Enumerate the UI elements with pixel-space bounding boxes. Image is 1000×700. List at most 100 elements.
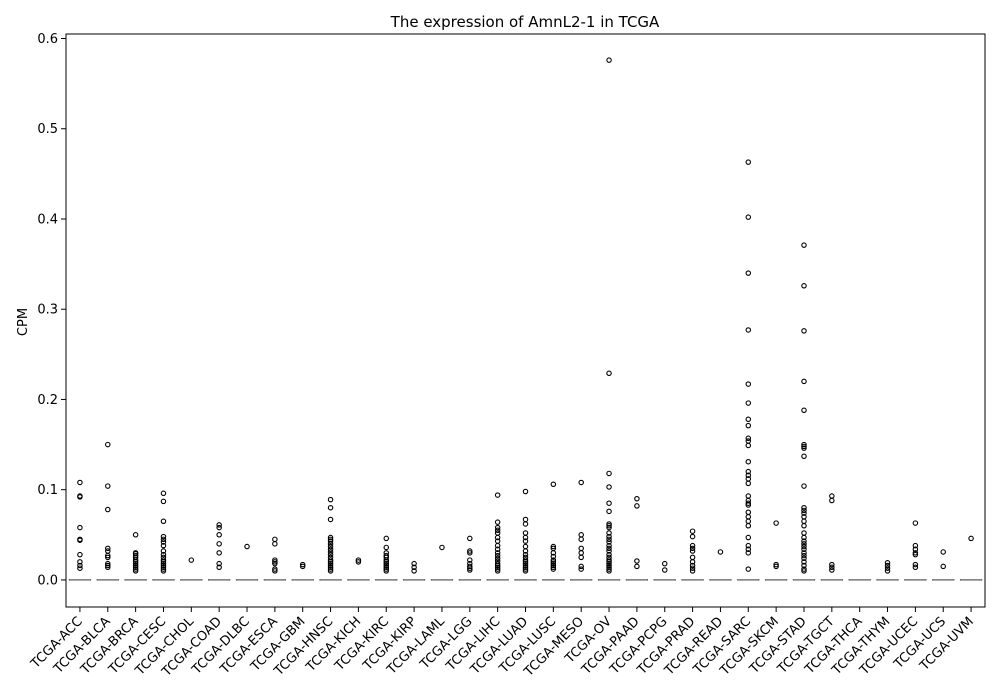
outlier-point: [160, 568, 167, 574]
outlier-point: [801, 407, 807, 414]
outlier-point: [606, 521, 612, 527]
outlier-point: [160, 539, 167, 545]
outlier-point: [661, 567, 668, 573]
outlier-point: [801, 378, 807, 385]
outlier-point: [383, 566, 390, 572]
outlier-point: [522, 538, 529, 544]
outlier-point: [745, 502, 752, 508]
outlier-point: [244, 543, 250, 550]
chart-title: The expression of AmnL2-1 in TCGA: [390, 13, 660, 31]
outlier-point: [689, 568, 696, 574]
outlier-point: [327, 516, 334, 523]
outlier-point: [77, 537, 83, 543]
outlier-point: [661, 560, 668, 567]
outlier-point: [801, 546, 807, 552]
outlier-point: [745, 214, 752, 220]
outlier-point: [606, 568, 612, 574]
outlier-point: [132, 564, 139, 571]
outlier-point: [160, 490, 167, 497]
outlier-point: [745, 159, 752, 165]
outlier-point: [160, 566, 167, 572]
outlier-point: [606, 470, 612, 477]
outlier-point: [132, 568, 139, 574]
outlier-point: [299, 561, 306, 568]
outlier-point: [299, 563, 306, 570]
y-tick-label: 0.5: [37, 122, 58, 137]
outlier-point: [383, 560, 390, 567]
outlier-point: [327, 546, 334, 552]
plot-area: [68, 57, 983, 581]
outlier-point: [578, 566, 584, 572]
outlier-point: [606, 557, 612, 563]
outlier-point: [216, 532, 222, 538]
outlier-point: [160, 536, 167, 543]
outlier-point: [272, 557, 278, 563]
outlier-point: [105, 483, 111, 489]
outlier-point: [494, 555, 501, 562]
outlier-point: [745, 381, 752, 387]
outlier-point: [132, 532, 139, 538]
outlier-point: [494, 566, 501, 572]
outlier-point: [689, 545, 696, 552]
outlier-point: [327, 562, 334, 569]
outlier-point: [801, 555, 807, 562]
outlier-point: [829, 567, 835, 573]
outlier-point: [912, 561, 919, 568]
outlier-point: [801, 559, 807, 565]
outlier-point: [912, 520, 919, 526]
outlier-point: [829, 497, 835, 504]
outlier-point: [522, 548, 529, 554]
y-tick-label: 0.4: [37, 212, 58, 227]
outlier-point: [383, 557, 390, 563]
outlier-point: [132, 566, 139, 572]
outlier-point: [383, 559, 390, 565]
outlier-point: [327, 564, 334, 571]
outlier-point: [884, 565, 891, 571]
outlier-point: [494, 519, 501, 525]
outlier-point: [494, 534, 501, 541]
outlier-point: [355, 557, 362, 563]
outlier-point: [606, 57, 612, 63]
outlier-point: [467, 548, 473, 554]
outlier-point: [105, 562, 111, 569]
outlier-point: [494, 552, 501, 559]
outlier-point: [606, 562, 612, 569]
outlier-point: [105, 545, 111, 552]
outlier-point: [327, 549, 334, 555]
outlier-point: [773, 561, 779, 568]
outlier-point: [745, 270, 752, 276]
outlier-point: [550, 557, 557, 563]
outlier-point: [327, 568, 334, 574]
outlier-point: [327, 559, 334, 565]
outlier-point: [216, 524, 222, 531]
outlier-point: [550, 562, 557, 569]
outlier-point: [327, 541, 334, 547]
outlier-point: [494, 542, 501, 549]
outlier-point: [634, 495, 640, 502]
outlier-point: [745, 500, 752, 506]
outlier-point: [327, 496, 334, 503]
outlier-point: [522, 557, 529, 563]
outlier-point: [522, 551, 529, 558]
y-tick-label: 0.1: [37, 483, 58, 498]
outlier-point: [829, 564, 835, 571]
outlier-point: [884, 562, 891, 569]
outlier-point: [689, 542, 696, 549]
outlier-point: [77, 559, 83, 565]
outlier-point: [132, 557, 139, 563]
outlier-point: [606, 500, 612, 506]
outlier-point: [272, 541, 278, 547]
outlier-point: [606, 564, 612, 571]
outlier-point: [550, 559, 557, 565]
outlier-point: [327, 543, 334, 550]
outlier-point: [606, 559, 612, 565]
outlier-point: [578, 554, 584, 561]
outlier-point: [689, 559, 696, 565]
outlier-point: [160, 557, 167, 563]
outlier-point: [272, 566, 278, 572]
outlier-point: [411, 564, 417, 571]
outlier-point: [912, 546, 919, 552]
outlier-point: [132, 560, 139, 567]
outlier-point: [494, 527, 501, 534]
y-tick-label: 0.2: [37, 393, 58, 408]
